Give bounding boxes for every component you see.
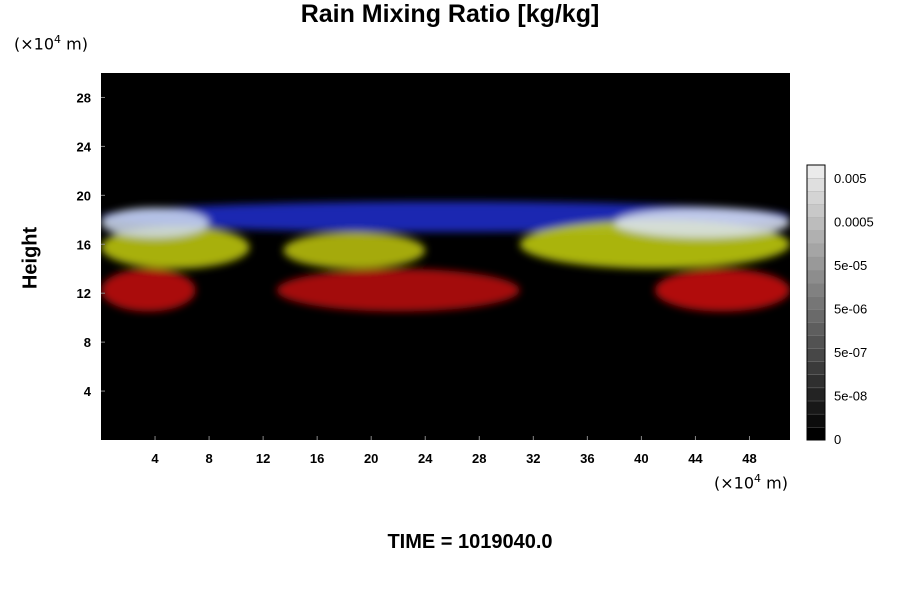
colorbar-segment (806, 413, 826, 428)
y-tick-label: 12 (77, 286, 91, 301)
colorbar-segment (806, 256, 826, 271)
colorbar-segment (806, 269, 826, 284)
x-tick-label: 32 (526, 451, 540, 466)
colorbar-segment (806, 295, 826, 310)
colorbar-label: 5e-05 (834, 258, 867, 273)
colorbar-segment (806, 204, 826, 218)
colorbar-segment (806, 321, 826, 336)
rain-mid-yellow-center (283, 232, 426, 269)
y-unit-tail: m) (61, 34, 88, 54)
chart-title: Rain Mixing Ratio [kg/kg] (300, 0, 600, 28)
x-tick-label: 40 (634, 451, 648, 466)
colorbar-segment (806, 400, 826, 415)
x-tick-label: 16 (310, 451, 324, 466)
colorbar-segment (806, 177, 826, 192)
y-tick-label: 28 (77, 90, 91, 105)
colorbar-segment (806, 282, 826, 297)
x-tick-label: 20 (364, 451, 378, 466)
x-tick-label: 12 (256, 451, 270, 466)
colorbar-segment (806, 230, 826, 245)
colorbar-segment (806, 361, 826, 375)
x-tick-label: 8 (205, 451, 212, 466)
y-tick-label: 24 (77, 139, 92, 154)
x-axis-unit: (×104 m) (714, 472, 788, 492)
y-unit-exp: 4 (54, 33, 62, 46)
colorbar-segment (806, 426, 826, 441)
x-tick-label: 4 (151, 451, 159, 466)
x-tick-label: 24 (418, 451, 433, 466)
y-tick-label: 16 (77, 237, 91, 252)
colorbar-label: 5e-08 (834, 389, 867, 404)
x-unit-exp: 4 (754, 472, 762, 485)
x-unit-base: (×10 (714, 473, 755, 493)
colorbar-segment (806, 243, 826, 258)
y-tick-label: 20 (77, 188, 91, 203)
y-unit-base: (×10 (14, 34, 55, 54)
rain-low-red-right (654, 268, 790, 312)
colorbar-segment (806, 335, 826, 349)
x-unit-tail: m) (761, 473, 788, 493)
rain-low-red-center (276, 268, 520, 312)
colorbar-segment (806, 387, 826, 402)
y-tick-label: 4 (84, 384, 92, 399)
rain-white-cap-left (101, 207, 210, 239)
y-axis-unit: (×104 m) (14, 33, 88, 53)
time-annotation: TIME = 1019040.0 (387, 531, 553, 553)
colorbar-label: 5e-07 (834, 345, 867, 360)
colorbar-segment (806, 164, 826, 179)
colorbar-label: 0.0005 (834, 215, 874, 230)
colorbar-label: 0 (834, 432, 841, 447)
colorbar-label: 0.005 (834, 171, 867, 186)
x-tick-label: 28 (472, 451, 486, 466)
x-tick-label: 36 (580, 451, 594, 466)
colorbar-segment (806, 217, 826, 231)
colorbar-segment (806, 191, 826, 205)
colorbar-frame (806, 164, 826, 441)
y-tick-label: 8 (84, 335, 91, 350)
colorbar-segment (806, 308, 826, 323)
rain-low-red-left (101, 268, 196, 312)
colorbar-segment (806, 374, 826, 389)
rain-white-cap-right (614, 207, 790, 239)
colorbar-segment (806, 348, 826, 362)
x-tick-label: 44 (688, 451, 703, 466)
colorbar-label: 5e-06 (834, 302, 867, 317)
x-tick-label: 48 (742, 451, 756, 466)
